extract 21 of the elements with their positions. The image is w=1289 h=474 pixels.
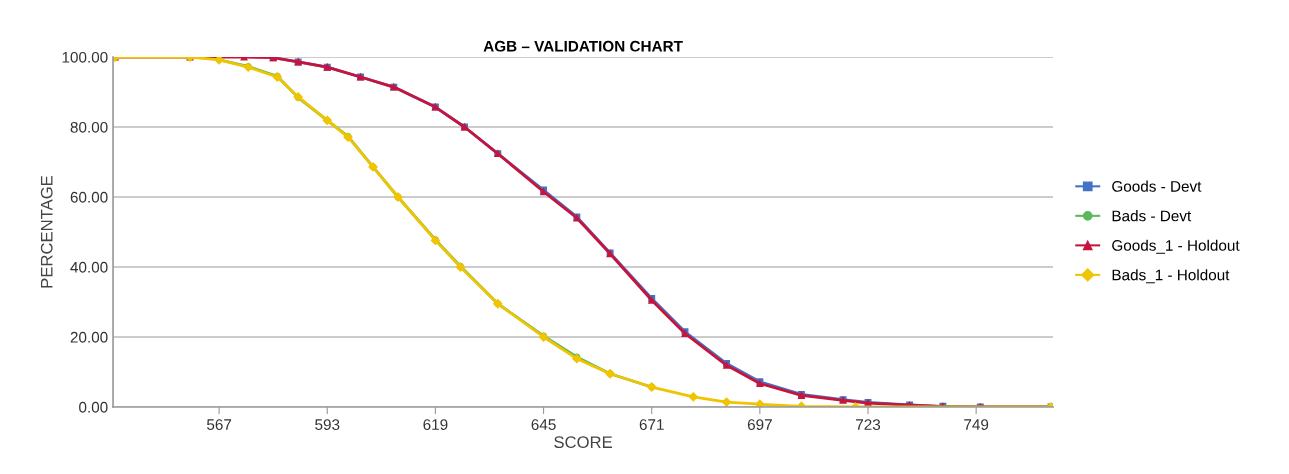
x-tick-label: 593 — [315, 419, 340, 430]
chart-title: AGB – VALIDATION CHART — [483, 40, 683, 52]
x-axis-title: SCORE — [554, 436, 612, 449]
legend-label: Bads - Devt — [1112, 210, 1192, 222]
y-tick-label: 20.00 — [70, 331, 108, 343]
x-tick-label: 645 — [531, 419, 556, 430]
x-tick-label: 671 — [639, 419, 664, 430]
y-tick-label: 100.00 — [62, 51, 108, 63]
legend-label: Goods_1 - Holdout — [1112, 239, 1240, 254]
legend-label: Bads_1 - Holdout — [1112, 269, 1230, 284]
x-tick-label: 619 — [423, 419, 448, 430]
y-tick-label: 0.00 — [79, 401, 108, 413]
y-tick-label: 80.00 — [70, 121, 108, 133]
x-tick-label: 697 — [747, 419, 772, 430]
y-tick-label: 40.00 — [70, 261, 108, 273]
x-tick-label: 567 — [206, 419, 232, 430]
legend-label: Goods - Devt — [1112, 180, 1202, 192]
y-tick-label: 60.00 — [70, 191, 108, 203]
y-axis-title: PERCENTAGE — [40, 175, 53, 288]
x-tick-label: 749 — [964, 419, 989, 430]
x-tick-label: 723 — [856, 419, 881, 430]
